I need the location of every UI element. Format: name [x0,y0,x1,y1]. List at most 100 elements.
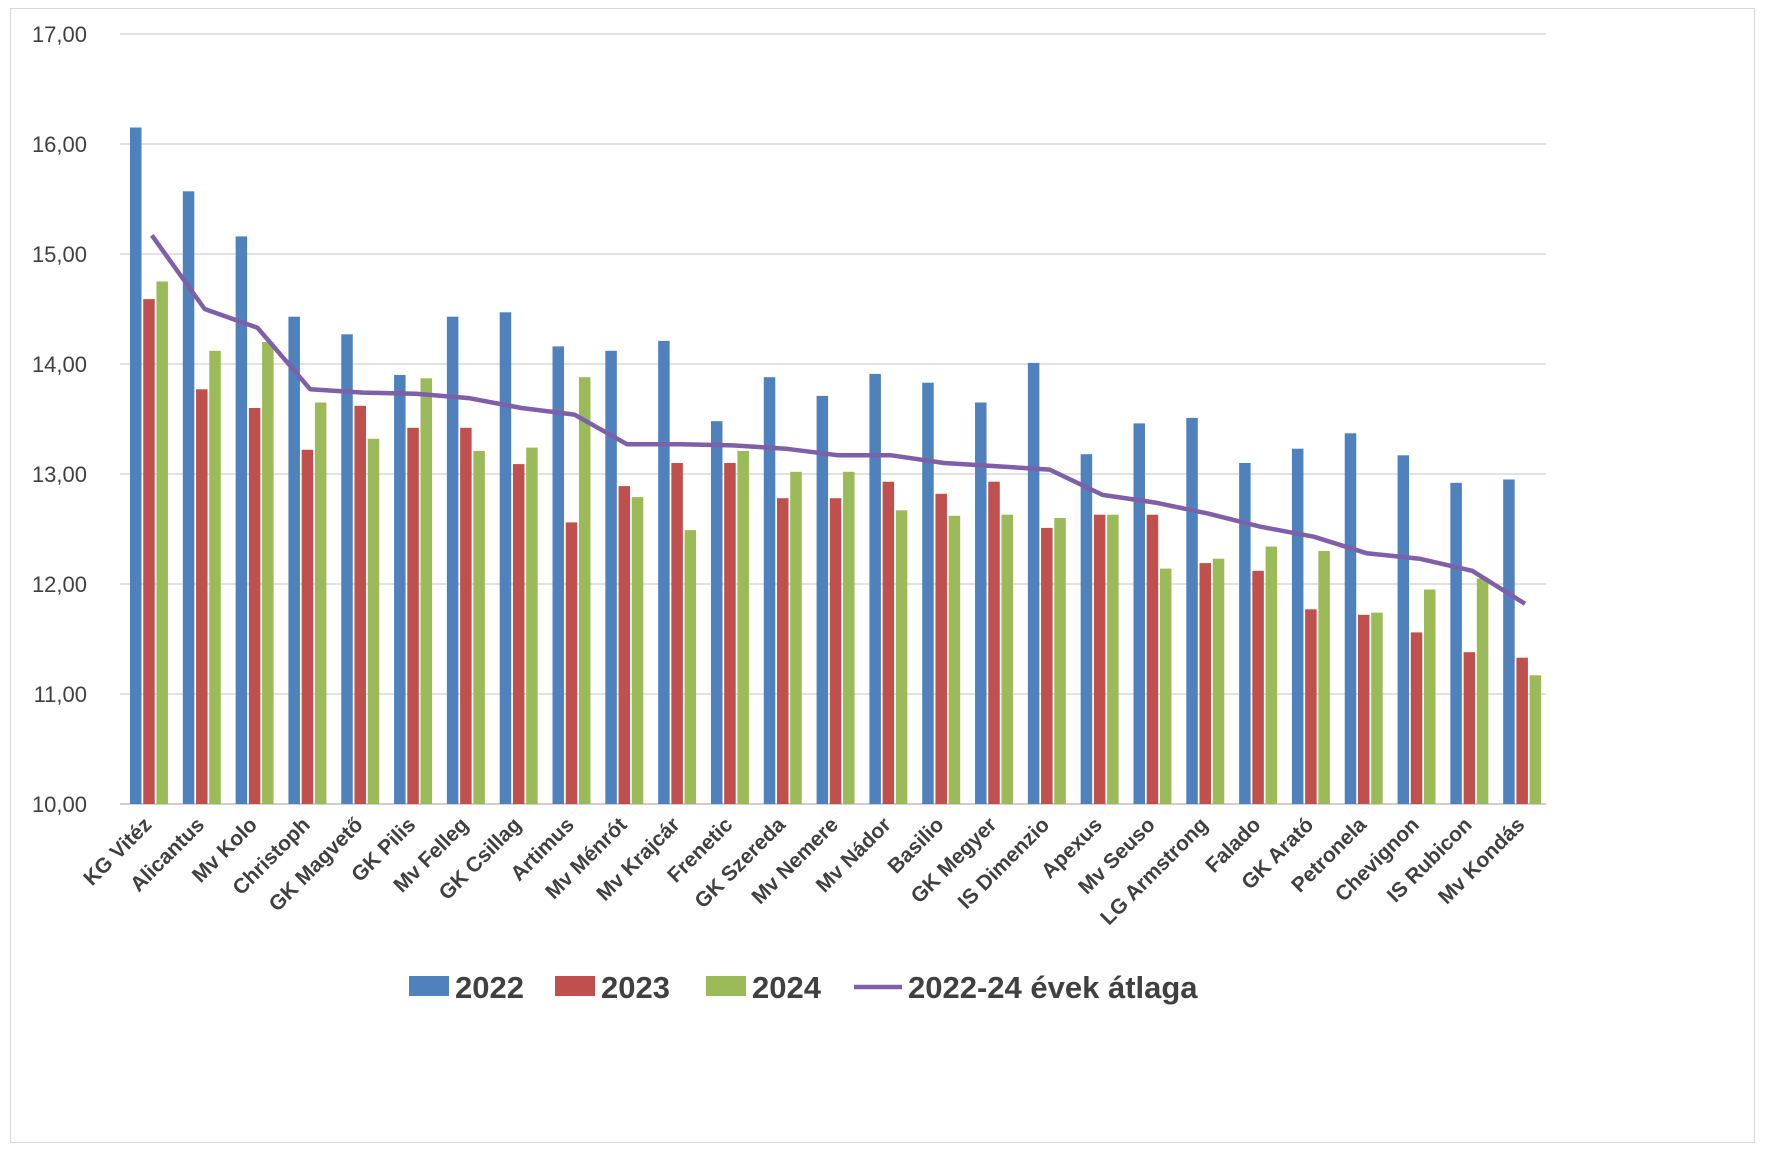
bar-2022-IS Dimenzio [1027,362,1040,804]
bar-2022-KG Vitéz [130,127,142,804]
bar-2022-LG Armstrong [1186,417,1198,804]
y-axis-ticks: 10,00 11,00 12,00 13,00 14,00 15,00 16,00 17,00 [32,22,87,817]
bar-2024-Christoph [314,402,327,804]
bar-2023-KG Vitéz [143,299,155,804]
bar-2022-Christoph [288,316,300,804]
bar-2023-Chevignon [1410,632,1423,804]
bar-2024-KG Vitéz [156,281,168,804]
bar-2023-Mv Ménrót [618,486,631,804]
bar-2023-Petronela [1357,614,1370,804]
bar-2023-GK Szereda [777,498,789,804]
bar-2022-Mv Ménrót [605,350,617,804]
bar-2024-GK Megyer [1001,514,1013,804]
bar-2022-Mv Krajcár [658,340,670,804]
bar-2022-GK Pilis [394,375,406,804]
bar-2022-Artimus [552,346,565,804]
bar-2023-Mv Kondás [1516,657,1528,804]
bar-2024-Artimus [578,377,591,804]
bar-2023-Mv Nádor [882,481,895,804]
bar-2023-Christoph [301,449,314,804]
y-tick-label: 11,00 [34,682,87,707]
bar-2022-Petronela [1344,433,1357,804]
bar-2022-Chevignon [1397,455,1410,804]
y-tick-label: 17,00 [32,22,87,47]
bar-2024-IS Dimenzio [1054,518,1066,804]
bar-2024-Apexus [1107,514,1119,804]
bar-2023-Falado [1252,570,1264,804]
bar-2022-Alicantus [182,191,195,805]
y-tick-label: 10,00 [32,792,87,817]
bar-2023-Apexus [1093,514,1106,804]
bar-2022-Frenetic [710,421,723,804]
bar-2023-GK Arató [1305,609,1317,804]
legend-label: 2023 [601,970,670,1005]
bar-2024-IS Rubicon [1476,578,1489,804]
bar-2023-Mv Krajcár [671,463,683,804]
bar-2023-Basilio [935,493,947,804]
legend-swatch-2022 [409,976,449,996]
bar-2023-LG Armstrong [1199,563,1212,804]
bar-2024-GK Szereda [790,471,802,804]
bar-2023-IS Rubicon [1463,652,1476,804]
line-layer [150,233,1527,606]
bar-2022-Mv Kolo [235,236,248,804]
bar-2024-Mv Kondás [1529,675,1542,804]
bar-2024-GK Csillag [526,447,538,804]
bar-2024-Frenetic [737,450,749,804]
bar-2022-GK Megyer [975,402,987,804]
legend-swatch-2023 [555,976,595,996]
average-line [150,233,1527,606]
bar-2024-Mv Seuso [1159,568,1172,804]
bar-2024-Mv Krajcár [684,530,697,804]
bar-2024-Mv Ménrót [631,497,644,804]
bar-2024-Chevignon [1424,589,1436,804]
y-tick-label: 14,00 [32,352,87,377]
bar-2024-Alicantus [209,350,221,804]
bar-2023-Mv Felleg [460,427,472,804]
bar-2024-Mv Nádor [895,510,908,804]
bar-2023-Mv Nemere [829,498,842,804]
bar-2024-GK Arató [1318,551,1330,804]
y-tick-label: 12,00 [32,572,87,597]
bar-2023-Mv Kolo [248,408,261,804]
bar-2022-Mv Nemere [816,395,829,804]
bar-2022-GK Magvető [341,334,353,804]
y-tick-label: 15,00 [32,242,87,267]
y-tick-label: 13,00 [32,462,87,487]
legend-label: 2022 [455,970,524,1005]
bar-2023-Alicantus [196,389,208,804]
bar-2022-Mv Kondás [1503,479,1515,804]
bar-2022-IS Rubicon [1450,482,1462,804]
bar-2023-Frenetic [724,463,736,804]
bar-2024-Mv Nemere [843,471,855,804]
legend-label: 2024 [752,970,822,1005]
bar-2022-Falado [1239,463,1251,804]
bar-2023-GK Megyer [988,481,1000,804]
bar-layer [130,127,1542,805]
legend-label: 2022-24 évek átlaga [908,970,1198,1005]
bar-2024-LG Armstrong [1212,558,1225,804]
chart-svg: 10,00 11,00 12,00 13,00 14,00 15,00 16,00 17,00… [32,22,1546,1005]
bar-2023-GK Pilis [407,427,419,804]
bar-2024-Mv Felleg [473,450,485,804]
bar-2022-Mv Felleg [446,316,459,804]
bar-2023-Artimus [565,522,578,804]
bar-2024-Petronela [1371,612,1383,804]
bar-2022-GK Csillag [499,312,512,804]
bar-2022-Basilio [922,382,934,804]
legend-swatch-2024 [706,976,746,996]
chart-frame: 10,00 11,00 12,00 13,00 14,00 15,00 16,00 17,00… [10,8,1755,1143]
bar-2022-Mv Seuso [1133,423,1145,804]
bar-2024-GK Magvető [367,438,380,804]
bar-2022-GK Szereda [763,377,776,804]
bar-2022-Apexus [1080,454,1093,804]
bar-2023-GK Csillag [512,464,525,804]
bar-2024-GK Pilis [420,378,433,804]
bar-2023-GK Magvető [354,405,366,804]
legend: 2022 2023 2024 2022-24 évek átlaga [409,970,1198,1005]
bar-2023-Mv Seuso [1146,514,1159,804]
bar-2024-Mv Kolo [262,342,274,804]
bar-2022-GK Arató [1291,448,1304,804]
bar-2024-Falado [1265,546,1278,804]
